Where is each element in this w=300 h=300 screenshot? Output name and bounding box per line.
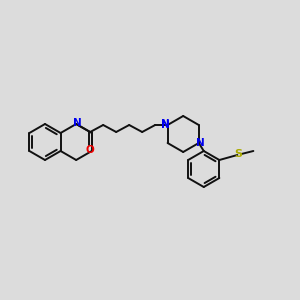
- Text: O: O: [86, 145, 94, 155]
- Text: N: N: [161, 120, 170, 130]
- Text: N: N: [196, 138, 205, 148]
- Text: S: S: [234, 149, 242, 159]
- Text: N: N: [161, 119, 170, 129]
- Text: N: N: [73, 118, 82, 128]
